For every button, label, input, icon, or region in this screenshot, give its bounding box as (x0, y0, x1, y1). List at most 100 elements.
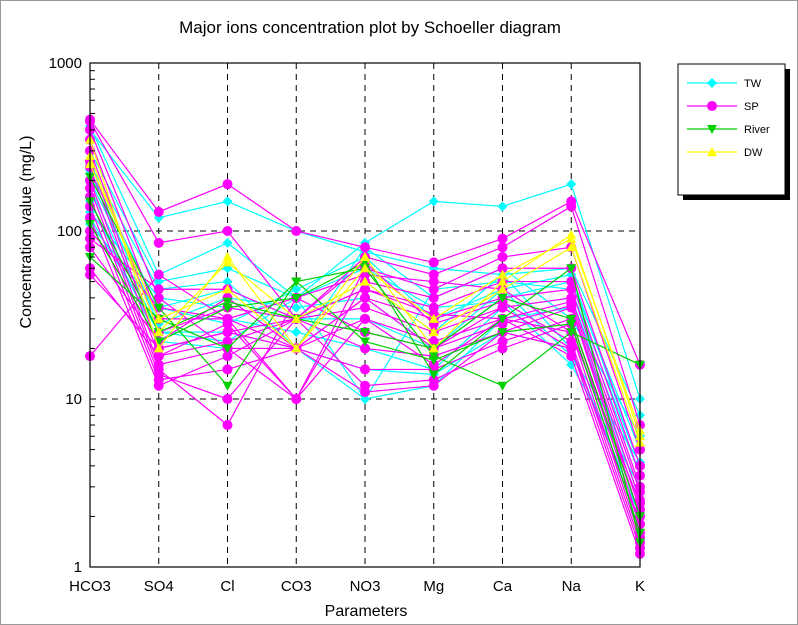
data-point (497, 314, 508, 324)
data-point (360, 343, 370, 354)
data-point (360, 302, 370, 313)
data-point (222, 276, 233, 287)
x-tick-label: Cl (220, 578, 234, 595)
data-point (566, 302, 577, 313)
data-point (360, 263, 370, 273)
data-point (222, 344, 233, 354)
data-point (153, 343, 164, 353)
data-point (566, 343, 577, 354)
data-point (428, 370, 439, 380)
legend-label: TW (744, 78, 762, 90)
legend-item-tw: TW (687, 78, 762, 90)
data-point (497, 343, 508, 354)
data-point (360, 364, 370, 375)
x-tick-label: SO4 (144, 578, 174, 595)
data-point (428, 196, 439, 207)
data-point (291, 327, 302, 338)
axes (89, 62, 641, 568)
legend-label: DW (744, 147, 763, 159)
data-point (360, 276, 370, 286)
data-point (153, 284, 164, 295)
chart-title: Major ions concentration plot by Schoell… (179, 18, 561, 37)
data-point (566, 314, 577, 324)
data-point (153, 351, 164, 362)
series-dw (85, 134, 645, 447)
data-point (360, 337, 370, 347)
x-axis-label: Parameters (325, 603, 408, 620)
data-point (153, 292, 164, 303)
data-point (497, 269, 508, 279)
legend-label: SP (744, 101, 759, 113)
data-point (291, 277, 302, 287)
data-point (566, 319, 577, 329)
data-point (497, 233, 508, 244)
data-point (428, 313, 439, 323)
data-point (497, 328, 508, 338)
data-point (428, 257, 439, 268)
y-tick-label: 100 (57, 223, 82, 240)
legend-label: River (744, 124, 770, 136)
x-tick-label: NO3 (350, 578, 381, 595)
data-point (222, 336, 233, 347)
data-point (222, 420, 233, 431)
data-point (222, 351, 233, 362)
data-point (222, 327, 233, 338)
data-point (497, 252, 508, 263)
data-point (153, 380, 164, 391)
x-tick-label: Na (562, 578, 582, 595)
data-point (566, 284, 577, 295)
data-point (222, 284, 233, 294)
legend-item-sp: SP (687, 101, 759, 113)
tick-labels: HCO3 SO4 Cl CO3 NO3 Mg Ca Na K 1 10 100 1000 (49, 55, 645, 595)
data-point (153, 303, 164, 313)
data-point (707, 125, 717, 134)
data-point (153, 269, 164, 280)
data-point (566, 264, 577, 274)
x-tick-label: K (635, 578, 645, 595)
data-point (222, 179, 233, 190)
data-point (360, 242, 370, 253)
y-tick-label: 10 (65, 391, 82, 408)
data-point (428, 380, 439, 391)
data-point (222, 297, 233, 307)
data-point (360, 252, 370, 262)
data-point (360, 394, 370, 404)
data-point (707, 78, 717, 88)
data-point (497, 201, 508, 212)
data-point (153, 313, 164, 323)
legend-item-dw: DW (687, 147, 763, 159)
data-point (428, 327, 439, 337)
data-point (153, 237, 164, 248)
data-point (707, 101, 717, 111)
plot-frame (89, 62, 641, 568)
data-point (360, 328, 370, 338)
data-point (153, 327, 164, 337)
data-point (497, 284, 508, 294)
data-point (497, 381, 508, 391)
data-point (222, 237, 233, 248)
data-point (497, 302, 508, 313)
data-point (222, 381, 233, 391)
data-point (428, 284, 439, 295)
data-point (222, 196, 233, 207)
data-point (291, 343, 302, 353)
data-point (566, 201, 577, 212)
data-point (707, 147, 717, 156)
data-point (360, 292, 370, 303)
data-point (428, 356, 439, 366)
data-point (222, 394, 233, 404)
data-point (291, 313, 302, 323)
data-point (428, 343, 439, 353)
data-point (360, 284, 370, 295)
data-point (153, 206, 164, 217)
y-axis-label: Concentration value (mg/L) (18, 136, 35, 329)
data-point (360, 387, 370, 398)
data-point (566, 179, 577, 190)
data-point (222, 257, 233, 267)
data-point (428, 292, 439, 303)
data-point (497, 336, 508, 347)
data-point (566, 242, 577, 252)
data-point (291, 394, 302, 404)
data-point (497, 263, 508, 274)
